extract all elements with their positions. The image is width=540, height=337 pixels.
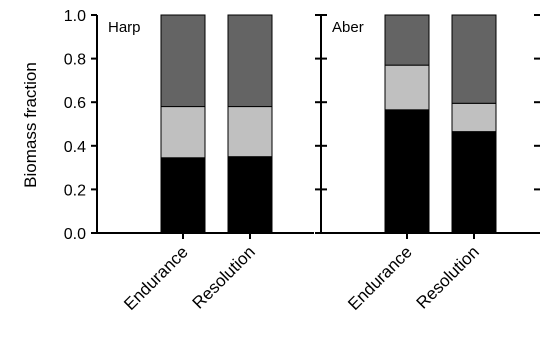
bar-segment	[227, 156, 273, 234]
bar-segment	[384, 109, 430, 234]
y-tick-label: 0.0	[64, 226, 86, 243]
x-tick-label: Resolution	[189, 242, 259, 312]
bar-segment	[227, 14, 273, 108]
x-tick-label: Resolution	[413, 242, 483, 312]
bar-segment	[160, 157, 206, 234]
bar-segment	[384, 14, 430, 66]
y-tick-label: 0.2	[64, 182, 86, 199]
y-tick-label: 0.8	[64, 52, 86, 69]
y-tick-label: 0.4	[64, 139, 86, 156]
y-tick-label: 1.0	[64, 8, 86, 25]
x-tick-label: Endurance	[120, 242, 192, 314]
y-tick-label: 0.6	[64, 95, 86, 112]
panel-label: Harp	[108, 19, 141, 36]
y-axis-label: Biomass fraction	[21, 62, 40, 188]
x-tick-label: Endurance	[344, 242, 416, 314]
bar-segment	[160, 106, 206, 159]
bars	[160, 14, 497, 234]
bar-segment	[451, 102, 497, 133]
bar-segment	[227, 106, 273, 158]
bar-segment	[451, 131, 497, 234]
panel-label: Aber	[332, 19, 364, 36]
bar-segment	[160, 14, 206, 108]
bar-segment	[451, 14, 497, 104]
bar-segment	[384, 64, 430, 111]
